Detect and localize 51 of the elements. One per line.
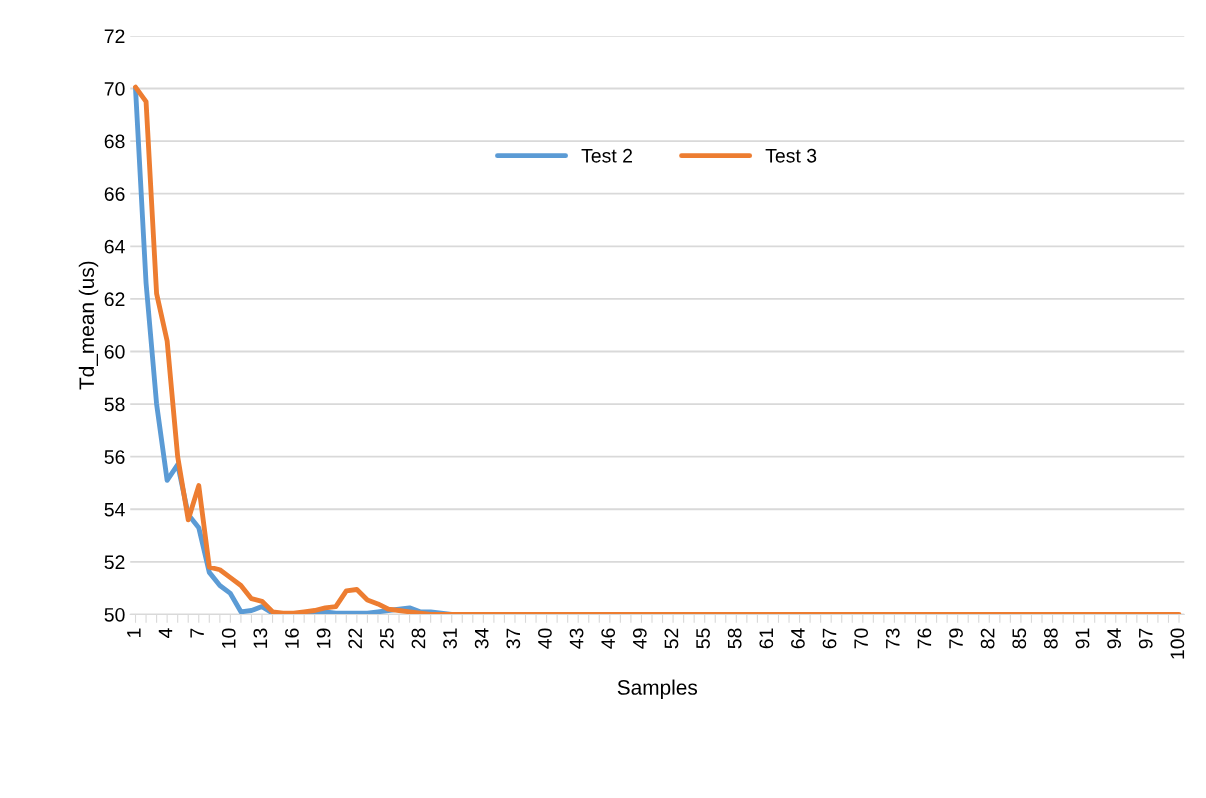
x-tick-label: 58	[727, 628, 742, 649]
y-tick-label: 70	[104, 81, 125, 96]
x-tick-label: 91	[1075, 628, 1090, 649]
x-tick-label: 13	[253, 628, 268, 648]
x-tick-label: 76	[917, 628, 932, 649]
x-tick-label: 40	[538, 628, 552, 649]
x-tick-label: 100	[1170, 628, 1185, 659]
x-tick-label: 94	[1107, 628, 1121, 649]
x-tick-label: 37	[506, 628, 521, 649]
x-tick-label: 31	[443, 628, 457, 649]
x-tick-label: 73	[885, 628, 900, 649]
y-tick-label: 68	[104, 134, 125, 149]
x-tick-label: 97	[1138, 628, 1153, 649]
x-tick-label: 4	[158, 628, 173, 639]
x-tick-label: 7	[190, 628, 204, 638]
y-tick-label: 54	[104, 502, 125, 517]
x-tick-label: 64	[791, 628, 805, 649]
y-tick-label: 64	[104, 239, 125, 254]
x-tick-label: 55	[696, 628, 710, 649]
x-tick-label: 22	[348, 628, 362, 649]
x-tick-label: 79	[949, 628, 963, 649]
x-tick-label: 85	[1012, 628, 1027, 649]
y-tick-label: 56	[104, 450, 125, 464]
y-tick-label: 66	[104, 187, 125, 201]
x-tick-label: 16	[285, 628, 299, 648]
x-tick-label: 61	[759, 628, 774, 649]
y-tick-label: 60	[104, 344, 125, 359]
y-tick-label: 52	[104, 555, 125, 570]
line-series	[133, 84, 1182, 615]
y-tick-label: 50	[104, 607, 125, 622]
legend-label: Test 3	[765, 148, 817, 163]
y-tick-label: 72	[104, 29, 125, 43]
x-tick-label: 25	[379, 628, 394, 649]
y-axis-title: Td_mean (us)	[78, 261, 99, 390]
x-tick-label: 19	[316, 628, 331, 648]
x-tick-label: 46	[601, 628, 616, 649]
y-tick-label: 62	[104, 292, 125, 307]
x-tick-label: 82	[980, 628, 995, 649]
x-tick-label: 70	[854, 628, 869, 649]
x-tick-label: 28	[411, 628, 426, 649]
x-axis-title: Samples	[617, 679, 698, 699]
x-tick-label: 34	[474, 628, 489, 649]
y-tick-label: 58	[104, 397, 125, 412]
x-tick-label: 88	[1043, 628, 1058, 649]
x-tick-label: 1	[127, 628, 141, 637]
legend-label: Test 2	[581, 148, 632, 163]
x-tick-label: 49	[632, 628, 647, 649]
x-tick-label: 10	[221, 628, 236, 648]
x-tick-label: 67	[822, 628, 837, 649]
x-tick-label: 43	[569, 628, 584, 649]
x-tick-label: 52	[664, 628, 679, 649]
